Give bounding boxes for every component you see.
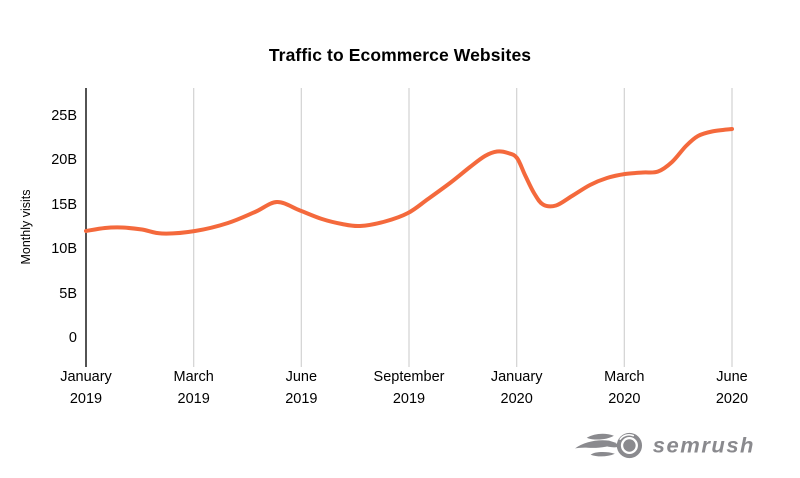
x-tick-year: 2019 (285, 390, 318, 407)
y-tick-label: 5B (59, 285, 77, 302)
x-tick-year: 2020 (715, 390, 749, 407)
x-tick-month: June (716, 369, 748, 385)
x-tick-year: 2020 (608, 390, 641, 407)
x-tick-year: 2019 (177, 390, 210, 407)
x-tick-label: June 2020 (672, 367, 792, 410)
x-tick-label: January 2019 (26, 367, 146, 410)
x-tick-month: March (173, 369, 214, 385)
semrush-wordmark: semrush (652, 433, 755, 457)
x-tick-label: June 2019 (241, 367, 361, 410)
x-tick-year: 2019 (392, 390, 426, 407)
y-tick-label: 15B (51, 196, 77, 213)
x-tick-label: March 2019 (134, 367, 254, 410)
x-tick-label: September 2019 (349, 367, 469, 410)
x-tick-label: March 2020 (564, 367, 684, 410)
y-tick-label: 25B (51, 108, 77, 124)
traffic-line-series (84, 127, 734, 236)
y-tick-label: 0 (68, 330, 77, 346)
x-tick-year: 2020 (500, 390, 533, 407)
x-tick-month: January (60, 369, 112, 385)
y-tick-label: 10B (51, 241, 77, 258)
x-tick-year: 2019 (69, 390, 103, 407)
x-tick-month: January (490, 369, 543, 385)
semrush-logo: semrush (574, 429, 755, 462)
chart-title: Traffic to Ecommerce Websites (268, 45, 532, 65)
x-tick-month: June (285, 369, 318, 385)
x-tick-month: March (604, 369, 645, 385)
x-tick-label: January 2020 (457, 367, 577, 410)
x-tick-month: September (373, 369, 445, 385)
y-tick-label: 20B (51, 152, 77, 169)
semrush-flame-ball-icon (574, 432, 642, 459)
